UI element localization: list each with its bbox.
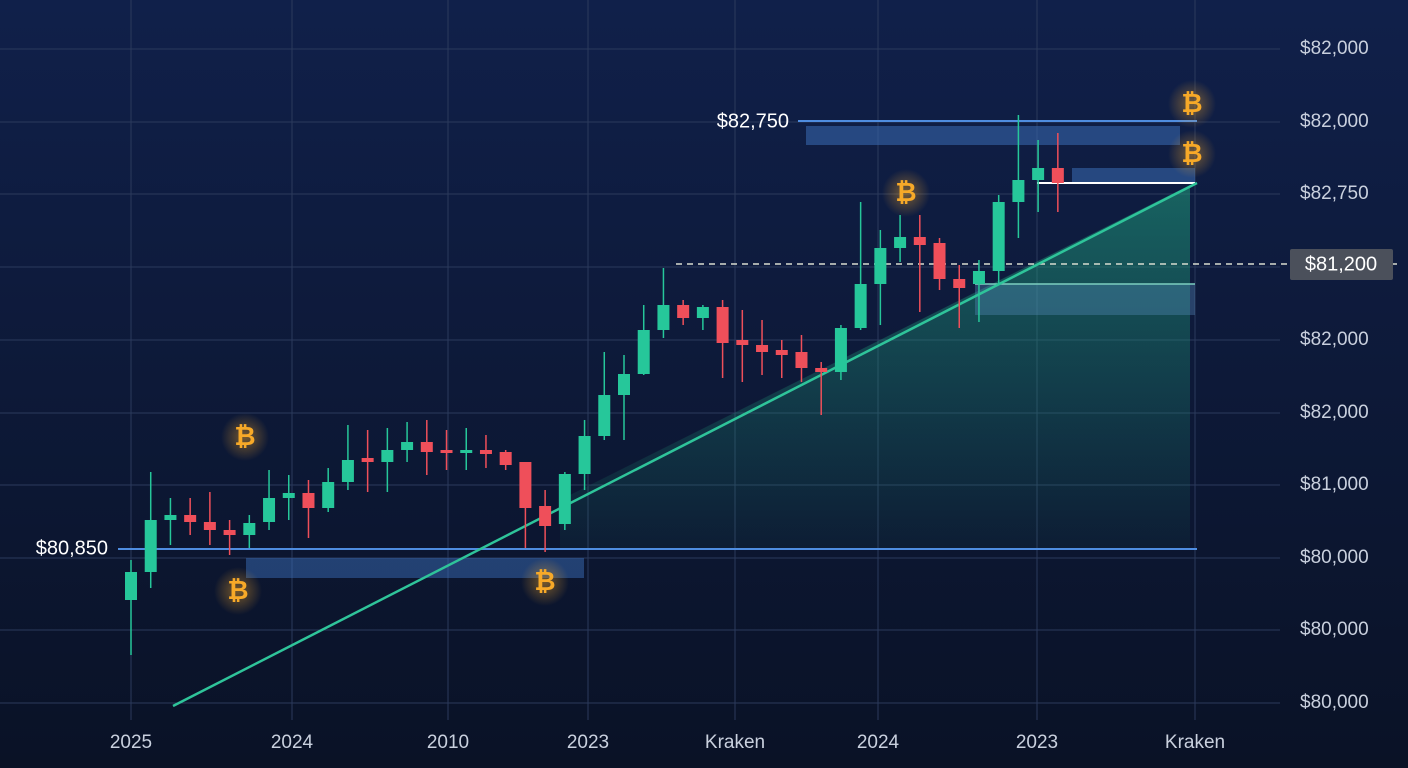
candle-body bbox=[1032, 168, 1045, 180]
candle-body bbox=[834, 328, 847, 372]
bitcoin-icon: ₿ bbox=[234, 421, 255, 451]
trend-area bbox=[560, 185, 1190, 549]
candle-body bbox=[854, 284, 867, 328]
y-tick-label: $82,000 bbox=[1300, 38, 1369, 59]
candle-body bbox=[637, 330, 650, 374]
candle-body bbox=[972, 271, 985, 284]
candle-body bbox=[992, 202, 1005, 271]
candle-body bbox=[302, 493, 315, 508]
candle-body bbox=[164, 515, 177, 520]
candle-body bbox=[795, 352, 808, 368]
candle-body bbox=[243, 523, 256, 535]
x-tick-label: Kraken bbox=[1165, 732, 1225, 753]
zone bbox=[1072, 168, 1195, 182]
candle-body bbox=[125, 572, 137, 600]
candle-body bbox=[696, 307, 709, 318]
icon-glow bbox=[214, 567, 262, 615]
level-label: $82,750 bbox=[717, 110, 789, 132]
bitcoin-icon: ₿ bbox=[895, 177, 916, 207]
trend-line bbox=[172, 181, 1198, 708]
candle-body bbox=[144, 520, 157, 572]
candle-body bbox=[736, 340, 749, 345]
candle-body bbox=[203, 522, 216, 530]
candle-body bbox=[716, 307, 729, 343]
x-tick-label: 2024 bbox=[857, 732, 900, 753]
bitcoin-icon: ₿ bbox=[1181, 88, 1202, 118]
candle-body bbox=[1012, 180, 1025, 202]
candle-body bbox=[815, 368, 828, 372]
price-badge-label: $81,200 bbox=[1305, 253, 1377, 275]
candle-body bbox=[598, 395, 611, 436]
icon-glow bbox=[882, 169, 930, 217]
bitcoin-icon: ₿ bbox=[227, 575, 248, 605]
candle-body bbox=[913, 237, 926, 245]
candle-body bbox=[519, 462, 532, 508]
candle-body bbox=[677, 305, 690, 318]
candle-body bbox=[341, 460, 354, 482]
y-tick-label: $81,000 bbox=[1300, 474, 1369, 495]
y-tick-label: $82,750 bbox=[1300, 183, 1369, 204]
candle-body bbox=[874, 248, 887, 284]
y-tick-label: $80,000 bbox=[1300, 547, 1369, 568]
x-tick-label: 2010 bbox=[427, 732, 469, 753]
candle-body bbox=[184, 515, 197, 522]
candle-body bbox=[460, 450, 473, 453]
x-tick-label: 2023 bbox=[567, 732, 609, 753]
candle-body bbox=[282, 493, 295, 498]
candle-body bbox=[775, 350, 788, 355]
zone bbox=[806, 126, 1180, 145]
candle-body bbox=[479, 450, 492, 454]
candle-body bbox=[953, 279, 966, 288]
icon-glow bbox=[521, 558, 569, 606]
candle-body bbox=[657, 305, 670, 330]
zone bbox=[246, 558, 584, 578]
candle-body bbox=[401, 442, 414, 450]
y-tick-label: $80,000 bbox=[1300, 619, 1369, 640]
candle-body bbox=[618, 374, 630, 395]
candle-body bbox=[361, 458, 374, 462]
level-label: $80,850 bbox=[36, 537, 108, 559]
icon-glow bbox=[1168, 130, 1216, 178]
x-tick-label: 2025 bbox=[110, 732, 152, 753]
zone bbox=[975, 284, 1195, 315]
candle-body bbox=[499, 452, 512, 465]
candle-body bbox=[558, 474, 571, 524]
candle-body bbox=[578, 436, 591, 474]
candle-body bbox=[1051, 168, 1064, 183]
y-tick-label: $82,000 bbox=[1300, 111, 1369, 132]
y-tick-label: $80,000 bbox=[1300, 692, 1369, 713]
y-tick-label: $82,000 bbox=[1300, 402, 1369, 423]
candle-body bbox=[539, 506, 552, 526]
candle-body bbox=[894, 237, 907, 248]
icon-glow bbox=[1168, 80, 1216, 128]
candle-body bbox=[322, 482, 335, 508]
candle-body bbox=[440, 450, 453, 453]
candle-body bbox=[263, 498, 276, 522]
bitcoin-icon: ₿ bbox=[1181, 138, 1202, 168]
x-tick-label: 2023 bbox=[1016, 732, 1058, 753]
candle-body bbox=[933, 243, 946, 279]
icon-glow bbox=[221, 413, 269, 461]
candle-body bbox=[223, 530, 236, 535]
bitcoin-icon: ₿ bbox=[534, 566, 555, 596]
candle-body bbox=[420, 442, 433, 452]
x-tick-label: 2024 bbox=[271, 732, 314, 753]
price-badge bbox=[1290, 249, 1393, 280]
y-tick-label: $82,000 bbox=[1300, 329, 1369, 350]
candle-body bbox=[381, 450, 394, 462]
candle-body bbox=[756, 345, 769, 352]
x-tick-label: Kraken bbox=[705, 732, 765, 753]
